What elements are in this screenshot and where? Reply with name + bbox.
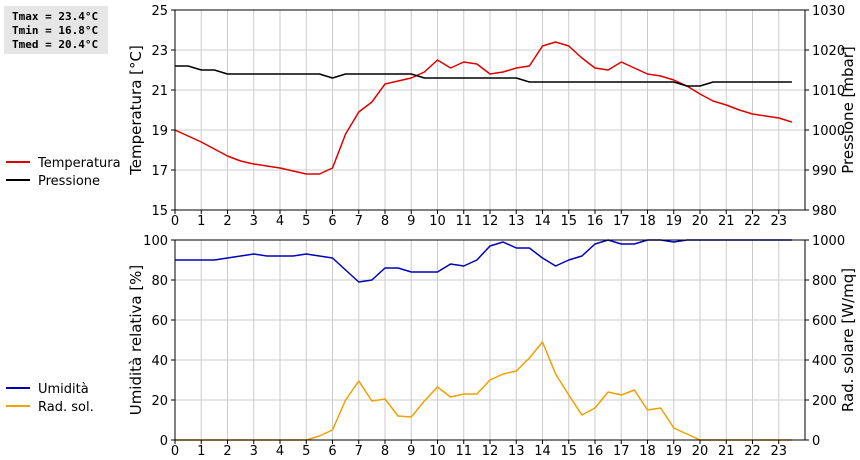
x-tick-label: 8 bbox=[381, 214, 389, 229]
x-tick-label: 6 bbox=[328, 444, 336, 459]
x-tick-label: 0 bbox=[171, 444, 179, 459]
y-left-tick-label: 21 bbox=[151, 84, 168, 99]
y-left-tick-label: 19 bbox=[151, 124, 168, 139]
x-tick-label: 1 bbox=[197, 444, 205, 459]
series-line-temperatura bbox=[174, 41, 793, 175]
y-right-tick-label: 200 bbox=[812, 394, 837, 409]
y-left-tick-label: 40 bbox=[151, 354, 168, 369]
stats-box: Tmax = 23.4°C Tmin = 16.8°C Tmed = 20.4°… bbox=[4, 6, 108, 54]
x-tick-label: 4 bbox=[276, 444, 284, 459]
x-tick-label: 15 bbox=[560, 214, 577, 229]
legend-label: Temperatura bbox=[37, 156, 121, 171]
y-right-axis-title: Rad. solare [W/mq] bbox=[839, 268, 857, 412]
x-tick-label: 2 bbox=[223, 444, 231, 459]
x-tick-label: 22 bbox=[744, 444, 761, 459]
tmax-stat: Tmax = 23.4°C bbox=[12, 10, 99, 23]
y-right-tick-label: 980 bbox=[812, 204, 837, 219]
x-tick-label: 2 bbox=[223, 214, 231, 229]
y-right-tick-label: 990 bbox=[812, 164, 837, 179]
y-left-tick-label: 17 bbox=[151, 164, 168, 179]
x-tick-label: 18 bbox=[639, 214, 656, 229]
x-tick-label: 16 bbox=[587, 214, 604, 229]
x-tick-label: 4 bbox=[276, 214, 284, 229]
x-tick-label: 21 bbox=[718, 444, 735, 459]
x-tick-label: 9 bbox=[407, 214, 415, 229]
y-left-tick-label: 0 bbox=[160, 434, 168, 449]
series-line-pressione bbox=[175, 65, 792, 87]
y-right-tick-label: 400 bbox=[812, 354, 837, 369]
x-tick-label: 22 bbox=[744, 214, 761, 229]
x-tick-label: 14 bbox=[534, 214, 551, 229]
x-tick-label: 11 bbox=[455, 444, 472, 459]
y-right-tick-label: 0 bbox=[812, 434, 820, 449]
x-tick-label: 10 bbox=[429, 214, 446, 229]
y-right-tick-label: 1000 bbox=[812, 124, 845, 139]
x-tick-label: 13 bbox=[508, 214, 525, 229]
tmed-stat: Tmed = 20.4°C bbox=[12, 38, 99, 51]
x-tick-label: 1 bbox=[197, 214, 205, 229]
series-line-rad-sol- bbox=[175, 341, 792, 441]
y-left-tick-label: 23 bbox=[151, 44, 168, 59]
x-tick-label: 9 bbox=[407, 444, 415, 459]
y-left-axis-title: Umidità relativa [%] bbox=[127, 265, 145, 416]
x-tick-label: 12 bbox=[482, 214, 499, 229]
y-left-tick-label: 100 bbox=[143, 234, 168, 249]
y-right-axis-title: Pressione [mbar] bbox=[839, 46, 857, 174]
tmin-stat: Tmin = 16.8°C bbox=[12, 24, 99, 37]
y-right-tick-label: 1010 bbox=[812, 84, 845, 99]
legend-label: Rad. sol. bbox=[38, 400, 94, 415]
y-left-tick-label: 60 bbox=[151, 314, 168, 329]
x-tick-label: 7 bbox=[355, 444, 363, 459]
x-tick-label: 14 bbox=[534, 444, 551, 459]
x-tick-label: 18 bbox=[639, 444, 656, 459]
y-left-tick-label: 15 bbox=[151, 204, 168, 219]
x-tick-label: 20 bbox=[692, 444, 709, 459]
x-tick-label: 20 bbox=[692, 214, 709, 229]
legend-label: Umidità bbox=[38, 382, 89, 397]
x-tick-label: 15 bbox=[560, 444, 577, 459]
x-tick-label: 16 bbox=[587, 444, 604, 459]
x-tick-label: 10 bbox=[429, 444, 446, 459]
x-tick-label: 5 bbox=[302, 444, 310, 459]
x-tick-label: 0 bbox=[171, 214, 179, 229]
y-left-tick-label: 80 bbox=[151, 274, 168, 289]
y-left-tick-label: 25 bbox=[151, 4, 168, 19]
y-right-tick-label: 800 bbox=[812, 274, 837, 289]
x-tick-label: 23 bbox=[770, 444, 787, 459]
x-tick-label: 23 bbox=[770, 214, 787, 229]
y-right-tick-label: 1000 bbox=[812, 234, 845, 249]
x-tick-label: 21 bbox=[718, 214, 735, 229]
y-right-tick-label: 600 bbox=[812, 314, 837, 329]
y-right-tick-label: 1020 bbox=[812, 44, 845, 59]
x-tick-label: 12 bbox=[482, 444, 499, 459]
x-tick-label: 3 bbox=[250, 214, 258, 229]
temperature-pressure-chart: 0 1 2 3 4 5 6 7 8 9 10 11 12 13 14 15 16 17 18 19 20 21 22 2315… bbox=[6, 4, 857, 229]
legend-label: Pressione bbox=[38, 174, 100, 189]
y-left-axis-title: Temperatura [°C] bbox=[127, 45, 145, 176]
x-tick-label: 7 bbox=[355, 214, 363, 229]
x-tick-label: 17 bbox=[613, 214, 630, 229]
x-tick-label: 17 bbox=[613, 444, 630, 459]
x-tick-label: 3 bbox=[250, 444, 258, 459]
humidity-radiation-chart: 0 1 2 3 4 5 6 7 8 9 10 11 12 13 14 15 16 17 18 19 20 21 22 2302… bbox=[6, 234, 857, 459]
x-tick-label: 19 bbox=[665, 214, 682, 229]
x-tick-label: 19 bbox=[665, 444, 682, 459]
x-tick-label: 8 bbox=[381, 444, 389, 459]
y-left-tick-label: 20 bbox=[151, 394, 168, 409]
x-tick-label: 6 bbox=[328, 214, 336, 229]
x-tick-label: 5 bbox=[302, 214, 310, 229]
x-tick-label: 13 bbox=[508, 444, 525, 459]
x-tick-label: 11 bbox=[455, 214, 472, 229]
y-right-tick-label: 1030 bbox=[812, 4, 845, 19]
series-line-umidit- bbox=[175, 239, 792, 283]
